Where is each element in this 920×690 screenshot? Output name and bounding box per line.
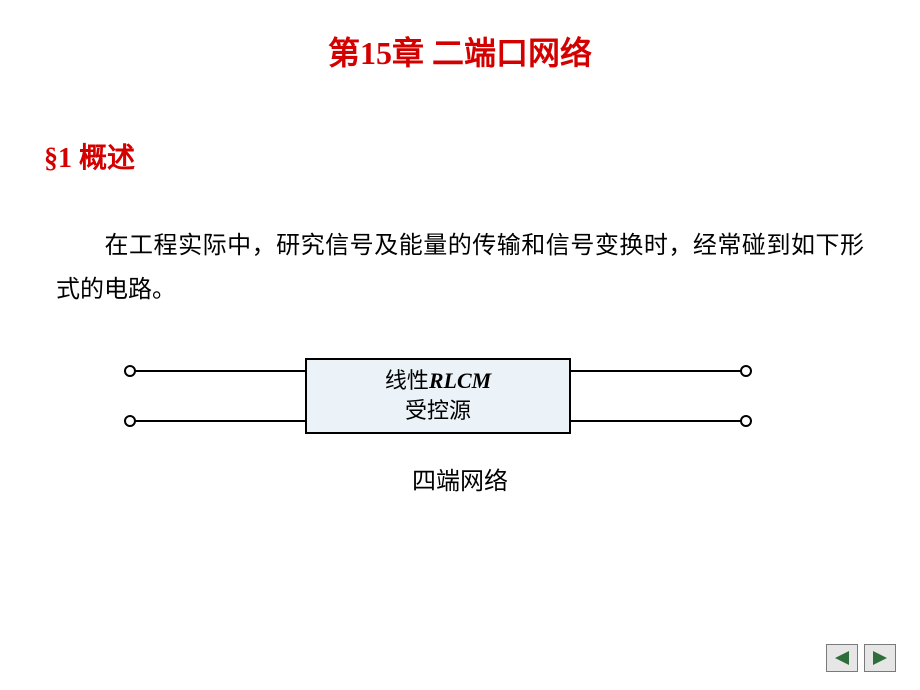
title-prefix: 第	[328, 35, 360, 71]
section-number: 1	[58, 143, 72, 174]
box-line1-prefix: 线性	[385, 368, 429, 393]
prev-button[interactable]	[826, 644, 858, 672]
section-text: 概述	[72, 143, 135, 174]
nav-controls	[826, 644, 896, 672]
title-suffix: 章 二端口网络	[392, 35, 592, 71]
box-line2: 受控源	[405, 396, 471, 426]
box-line1-em: RLCM	[429, 368, 491, 393]
page-title: 第15章 二端口网络	[0, 0, 920, 74]
triangle-left-icon	[833, 650, 851, 666]
diagram-caption: 四端网络	[0, 461, 920, 496]
title-number: 15	[360, 35, 392, 71]
body-paragraph: 在工程实际中，研究信号及能量的传输和信号变换时，经常碰到如下形式的电路。	[0, 176, 920, 313]
next-button[interactable]	[864, 644, 896, 672]
paragraph-text: 在工程实际中，研究信号及能量的传输和信号变换时，经常碰到如下形式的电路。	[56, 233, 864, 303]
section-title: §1 概述	[0, 74, 920, 176]
section-mark: §	[44, 143, 58, 174]
triangle-right-icon	[871, 650, 889, 666]
block-diagram: 线性RLCM 受控源 四端网络	[0, 349, 920, 549]
box-label: 线性RLCM 受控源	[306, 359, 570, 433]
